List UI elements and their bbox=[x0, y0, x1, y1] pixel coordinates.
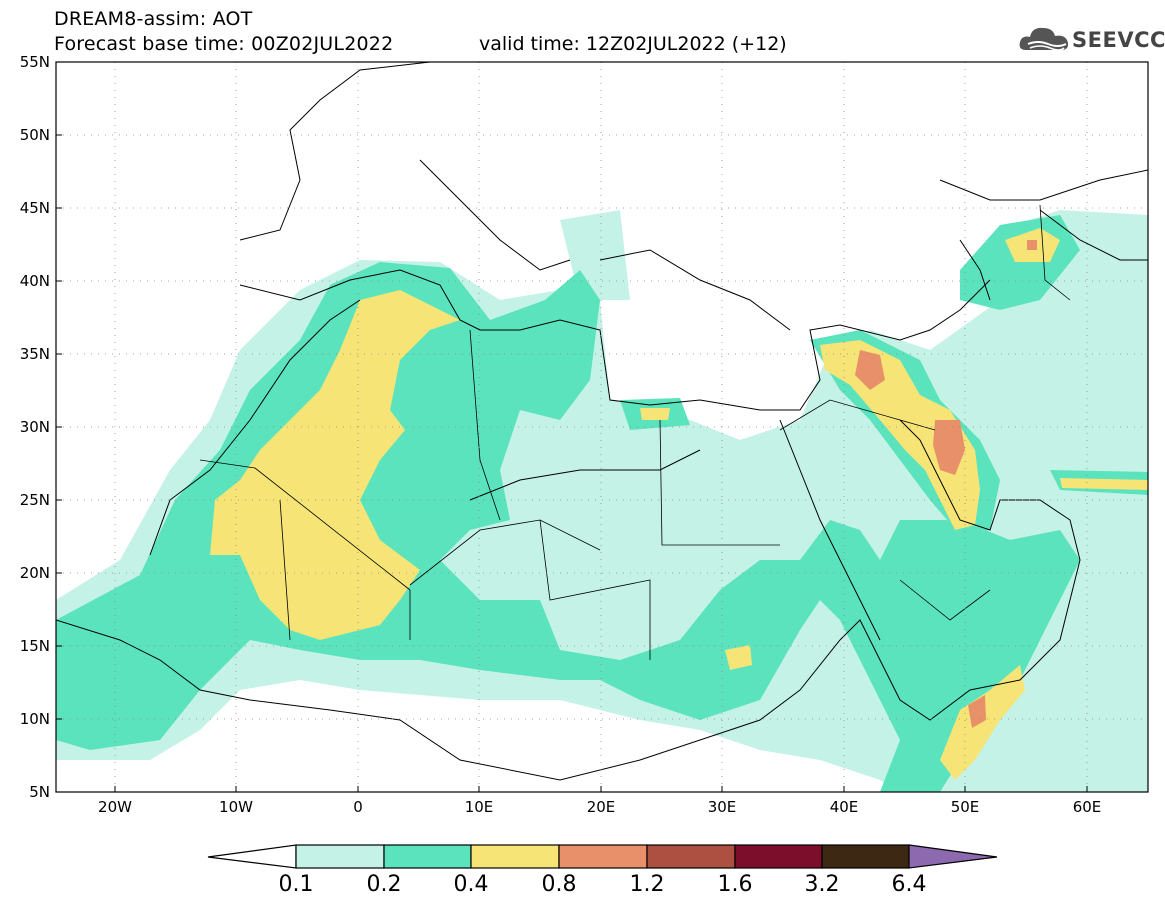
colorbar-label: 6.4 bbox=[892, 872, 927, 897]
lat-label: 5N bbox=[29, 783, 50, 801]
aot-band-0-4g bbox=[725, 645, 752, 670]
colorbar-label: 0.2 bbox=[367, 872, 402, 897]
lon-label: 20E bbox=[587, 798, 616, 816]
colorbar-label: 1.6 bbox=[718, 872, 753, 897]
lat-label: 35N bbox=[20, 345, 50, 363]
colorbar-segment bbox=[295, 844, 385, 869]
aot-band-0-2 bbox=[56, 262, 1080, 792]
aot-band-0-8 bbox=[855, 350, 885, 390]
axis-ticks bbox=[56, 134, 1088, 792]
aot-band-0-4 bbox=[210, 290, 460, 640]
lat-label: 30N bbox=[20, 418, 50, 436]
aot-field bbox=[56, 62, 1148, 792]
aot-band-0-8c bbox=[968, 695, 986, 728]
lat-label: 45N bbox=[20, 199, 50, 217]
colorbar-label: 1.2 bbox=[630, 872, 665, 897]
lat-label: 55N bbox=[20, 53, 50, 71]
colorbar-segment bbox=[646, 844, 736, 869]
lon-label: 40E bbox=[830, 798, 859, 816]
colorbar-arrow-left bbox=[207, 844, 297, 869]
lat-label: 10N bbox=[20, 710, 50, 728]
colorbar-segment bbox=[734, 844, 823, 869]
colorbar-label: 0.8 bbox=[542, 872, 577, 897]
colorbar-segment bbox=[470, 844, 560, 869]
lon-label: 10E bbox=[465, 798, 494, 816]
colorbar-arrow-right bbox=[908, 844, 998, 869]
aot-band-0-8b bbox=[933, 420, 965, 475]
colorbar-segment bbox=[821, 844, 910, 869]
lon-label: 50E bbox=[951, 798, 980, 816]
country-borders bbox=[199, 204, 1071, 660]
lon-label: 30E bbox=[708, 798, 737, 816]
cloud-icon bbox=[1019, 27, 1069, 51]
lon-label: 60E bbox=[1073, 798, 1102, 816]
aot-band-0-4d bbox=[940, 665, 1025, 780]
lat-label: 25N bbox=[20, 491, 50, 509]
colorbar-segment bbox=[558, 844, 648, 869]
lat-label: 15N bbox=[20, 637, 50, 655]
lat-labels: 55N 50N 45N 40N 35N 30N 25N 20N 15N 10N … bbox=[20, 53, 50, 801]
title-line-2: Forecast base time: 00Z02JUL2022 bbox=[54, 33, 394, 55]
logo-text: SEEVCCC bbox=[1072, 28, 1165, 52]
coastlines bbox=[56, 62, 1148, 781]
colorbar-label: 0.4 bbox=[454, 872, 489, 897]
lat-label: 50N bbox=[20, 126, 50, 144]
valid-time: valid time: 12Z02JUL2022 (+12) bbox=[479, 33, 787, 55]
aot-band-0-4e bbox=[1060, 478, 1148, 490]
colorbar-label: 3.2 bbox=[805, 872, 840, 897]
aot-band-0-8d bbox=[1027, 240, 1037, 250]
colorbar: 0.1 0.2 0.4 0.8 1.2 1.6 3.2 6.4 bbox=[207, 844, 998, 897]
colorbar-segment bbox=[383, 844, 472, 869]
aot-band-0-4f bbox=[640, 408, 670, 420]
lon-label: 20W bbox=[98, 798, 132, 816]
graticule bbox=[56, 62, 1148, 792]
lon-label: 10W bbox=[219, 798, 253, 816]
aot-band-0-4b bbox=[820, 340, 980, 530]
seevccc-logo: SEEVCCC bbox=[1018, 22, 1165, 58]
lon-label: 0 bbox=[353, 798, 363, 816]
lat-label: 20N bbox=[20, 564, 50, 582]
colorbar-label: 0.1 bbox=[279, 872, 314, 897]
lon-labels: 20W 10W 0 10E 20E 30E 40E 50E 60E bbox=[98, 798, 1101, 816]
lat-label: 40N bbox=[20, 272, 50, 290]
title-line-1: DREAM8-assim: AOT bbox=[54, 8, 253, 30]
